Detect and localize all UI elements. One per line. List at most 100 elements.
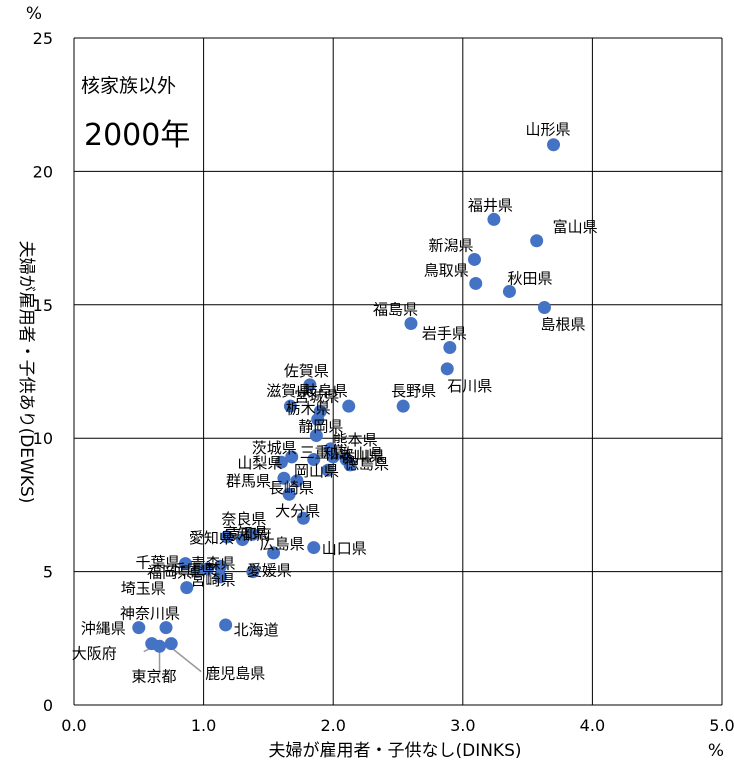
point-label: 東京都 <box>132 667 177 685</box>
data-point <box>404 316 418 330</box>
point-label: 新潟県 <box>428 236 473 254</box>
data-point <box>277 471 291 485</box>
data-point <box>469 276 483 290</box>
data-point <box>219 618 233 632</box>
point-label: 岩手県 <box>422 324 467 342</box>
x-tick-label: 3.0 <box>450 716 475 735</box>
data-point <box>180 581 194 595</box>
data-point <box>213 559 227 573</box>
y-unit-label: % <box>26 4 42 24</box>
data-point <box>547 138 561 152</box>
x-unit-label: % <box>708 741 724 761</box>
point-label: 福井県 <box>468 196 513 214</box>
data-point <box>311 413 325 427</box>
data-point <box>159 621 173 635</box>
data-point <box>487 212 501 226</box>
point-label: 福島県 <box>373 300 418 318</box>
point-label: 宮城県 <box>294 388 339 406</box>
tick-labels: 0.0 1.0 2.0 3.0 4.0 5.0 0 5 10 15 20 25 <box>33 29 734 735</box>
point-label: 三重県 <box>300 444 345 462</box>
x-tick-label: 5.0 <box>709 716 734 735</box>
point-label: 鹿児島県 <box>205 665 265 683</box>
grid-lines <box>73 37 723 706</box>
point-label: 青森県 <box>190 554 235 572</box>
data-point <box>200 562 214 576</box>
data-point <box>246 527 260 541</box>
y-tick-label: 15 <box>33 296 53 315</box>
point-labels: 山形県福井県富山県新潟県鳥取県 秋田県島根県福島県岩手県石川県佐賀県滋賀県岐阜県長… <box>72 121 598 686</box>
data-point <box>326 450 340 464</box>
annotation-year: 2000年 <box>84 118 190 153</box>
data-point <box>303 378 317 392</box>
x-axis-title: 夫婦が雇用者・子供なし(DINKS) <box>268 741 521 761</box>
x-tick-label: 1.0 <box>191 716 216 735</box>
point-label: 愛知県 <box>189 529 234 547</box>
data-point <box>396 399 410 413</box>
point-label: 和歌山県 <box>323 445 383 463</box>
point-label: 千葉県 <box>135 554 180 572</box>
y-tick-label: 25 <box>33 29 53 48</box>
point-label: 埼玉県 <box>121 580 166 598</box>
data-point <box>213 570 227 584</box>
data-point <box>443 340 457 354</box>
data-point <box>235 533 249 547</box>
x-tick-label: 4.0 <box>580 716 605 735</box>
y-axis-title: 夫婦が雇用者・子供あり(DEWKS) <box>16 241 36 504</box>
point-label: 沖縄県 <box>81 620 126 638</box>
y-tick-label: 5 <box>43 563 53 582</box>
point-label: 島根県 <box>540 315 585 333</box>
point-label: 滋賀県 <box>266 382 311 400</box>
data-point <box>246 565 260 579</box>
point-label: 鳥取県 <box>424 261 469 279</box>
point-label: 奈良県 <box>221 510 266 528</box>
point-label: 富山県 <box>553 218 598 236</box>
data-point <box>285 450 299 464</box>
data-point <box>502 284 516 298</box>
point-label: 佐賀県 <box>284 362 329 380</box>
data-point <box>190 565 204 579</box>
point-label: 栃木県 <box>286 400 331 418</box>
data-point <box>537 300 551 314</box>
point-label: 高知県 <box>223 524 268 542</box>
data-point <box>307 453 321 467</box>
x-tick-label: 2.0 <box>320 716 345 735</box>
data-point <box>307 541 321 555</box>
y-tick-label: 0 <box>43 696 53 715</box>
data-point <box>132 621 146 635</box>
data-point <box>342 399 356 413</box>
x-tick-label: 0.0 <box>61 716 86 735</box>
point-label: 徳島県 <box>344 455 389 473</box>
point-label: 岡山県 <box>294 462 339 480</box>
point-label: 茨城県 <box>252 439 297 457</box>
data-points <box>132 138 561 653</box>
leader-line <box>170 647 202 673</box>
point-label: 香川県 <box>340 448 385 466</box>
point-label: 石川県 <box>447 377 492 395</box>
point-label: 山口県 <box>322 540 367 558</box>
data-point <box>164 637 178 651</box>
data-point <box>178 557 192 571</box>
data-point <box>290 474 304 488</box>
point-label: 愛媛県 <box>247 562 292 580</box>
y-tick-label: 10 <box>33 429 53 448</box>
point-label: 秋田県 <box>507 269 552 287</box>
data-point <box>274 455 288 469</box>
data-point <box>530 234 544 248</box>
y-tick-label: 20 <box>33 162 53 181</box>
point-label: 群馬県 <box>226 472 271 490</box>
point-label: 兵庫県 <box>171 561 216 579</box>
data-point <box>283 399 297 413</box>
annotation-category: 核家族以外 <box>81 75 176 97</box>
data-point <box>153 639 167 653</box>
data-point <box>220 530 234 544</box>
point-label: 京都府 <box>226 526 271 544</box>
point-label: 山形県 <box>526 121 571 139</box>
data-point <box>282 487 296 501</box>
point-label: 福岡県 <box>147 564 192 582</box>
data-point <box>467 252 481 266</box>
point-label: 大分県 <box>275 502 320 520</box>
point-label: 広島県 <box>260 535 305 553</box>
data-point <box>267 546 281 560</box>
data-point <box>321 463 335 477</box>
